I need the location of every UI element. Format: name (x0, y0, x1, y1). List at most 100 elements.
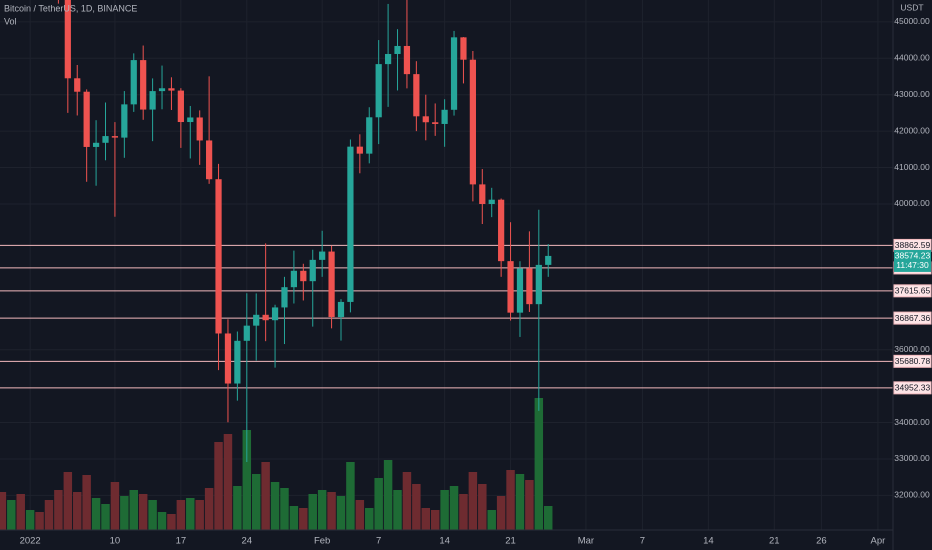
candle-body (206, 140, 213, 180)
candle-body (140, 60, 147, 110)
volume-bar (101, 504, 110, 530)
volume-bar (63, 472, 73, 530)
level-label: 38862.59 (895, 240, 931, 250)
volume-bar (543, 506, 553, 530)
candle-body (441, 109, 448, 124)
x-tick-label: 24 (242, 536, 253, 547)
volume-bar (440, 490, 449, 530)
candle-body (177, 90, 184, 123)
last-price-box (894, 249, 931, 272)
volume-bar (35, 512, 44, 530)
y-tick-label: 44000.00 (894, 53, 930, 63)
y-tick-label: 42000.00 (894, 125, 930, 135)
volume-label: Vol (4, 16, 17, 26)
x-tick-label: Feb (314, 536, 330, 547)
currency-label: USDT (900, 2, 923, 12)
candle-body (526, 268, 533, 305)
level-label: 36867.36 (895, 313, 931, 323)
volume-bar (44, 500, 54, 530)
candle-body (394, 45, 401, 54)
x-tick-label: Apr (871, 536, 886, 547)
candle-body (309, 259, 316, 282)
y-tick-label: 43000.00 (894, 89, 930, 99)
candle-body (64, 0, 71, 79)
volume-bar (129, 490, 139, 530)
volume-bar (402, 472, 412, 530)
x-tick-label: 14 (439, 536, 450, 547)
volume-bar (459, 494, 468, 530)
candle-body (413, 74, 420, 117)
x-tick-label: Mar (578, 536, 594, 547)
y-tick-label: 41000.00 (894, 162, 930, 172)
y-tick-label: 34000.00 (894, 417, 930, 427)
candle-body (507, 261, 514, 313)
volume-bar (468, 472, 478, 530)
y-tick-label: 32000.00 (894, 490, 930, 500)
candle-body (300, 270, 307, 282)
volume-pane (0, 398, 553, 530)
candle-body (262, 314, 269, 321)
volume-bar (299, 508, 308, 530)
candle-body (253, 314, 260, 326)
candle-body (234, 340, 241, 384)
volume-bar (195, 500, 204, 530)
axes: 45000.00 44000.00 43000.00 42000.00 41000.00… (20, 16, 932, 547)
candle-body (479, 184, 486, 204)
volume-bar (383, 460, 393, 530)
candle-body (469, 59, 476, 185)
level-label-box (893, 381, 932, 395)
volume-bar (16, 494, 25, 530)
candle-body (337, 301, 345, 318)
candle-body (121, 104, 128, 138)
candle-body (488, 199, 495, 204)
volume-bar (261, 462, 270, 530)
candle-body (356, 146, 363, 154)
last-price-label: 38574.23 (895, 251, 931, 261)
volume-bar (515, 474, 525, 530)
candle-body (196, 117, 203, 141)
volume-bar (478, 484, 487, 530)
level-label: 37615.65 (895, 286, 931, 296)
volume-bar (365, 508, 374, 530)
x-tick-label: 10 (110, 536, 121, 547)
volume-bar (308, 494, 317, 530)
candle-body (328, 251, 335, 318)
candle-body (498, 199, 505, 262)
chart-title: Bitcoin / TetherUS, 1D, BINANCE (4, 3, 137, 13)
candle-body (290, 270, 298, 288)
candle-body (384, 53, 392, 65)
x-tick-label: 21 (505, 536, 516, 547)
volume-bar (449, 486, 459, 530)
level-label-box (893, 284, 932, 298)
volume-bar (393, 490, 402, 530)
volume-bar (186, 498, 195, 530)
volume-bar (138, 494, 148, 530)
volume-bar (0, 492, 7, 530)
volume-bar (421, 508, 431, 530)
candle-body (366, 117, 373, 154)
candle-body (74, 78, 81, 92)
volume-bar (280, 488, 289, 530)
countdown-label: 11:47:30 (896, 260, 929, 270)
volume-bar (82, 475, 91, 530)
volume-bar (223, 434, 233, 530)
volume-bar (496, 496, 506, 530)
volume-bar (167, 514, 176, 530)
candle-body (158, 88, 166, 92)
x-tick-label: 26 (816, 536, 827, 547)
candle-body (83, 91, 90, 147)
candle-body (516, 268, 524, 313)
volume-bar (176, 500, 186, 530)
candle-body (403, 45, 411, 75)
y-tick-label: 45000.00 (894, 16, 930, 26)
volume-bar (355, 500, 365, 530)
volume-bar (7, 500, 16, 530)
volume-bar (25, 510, 35, 530)
levels (0, 244, 893, 389)
level-label: 35680.78 (895, 356, 931, 366)
volume-bar (233, 486, 242, 530)
y-tick-label: 33000.00 (894, 453, 930, 463)
x-tick-label: 7 (640, 536, 645, 547)
volume-bar (214, 442, 223, 530)
